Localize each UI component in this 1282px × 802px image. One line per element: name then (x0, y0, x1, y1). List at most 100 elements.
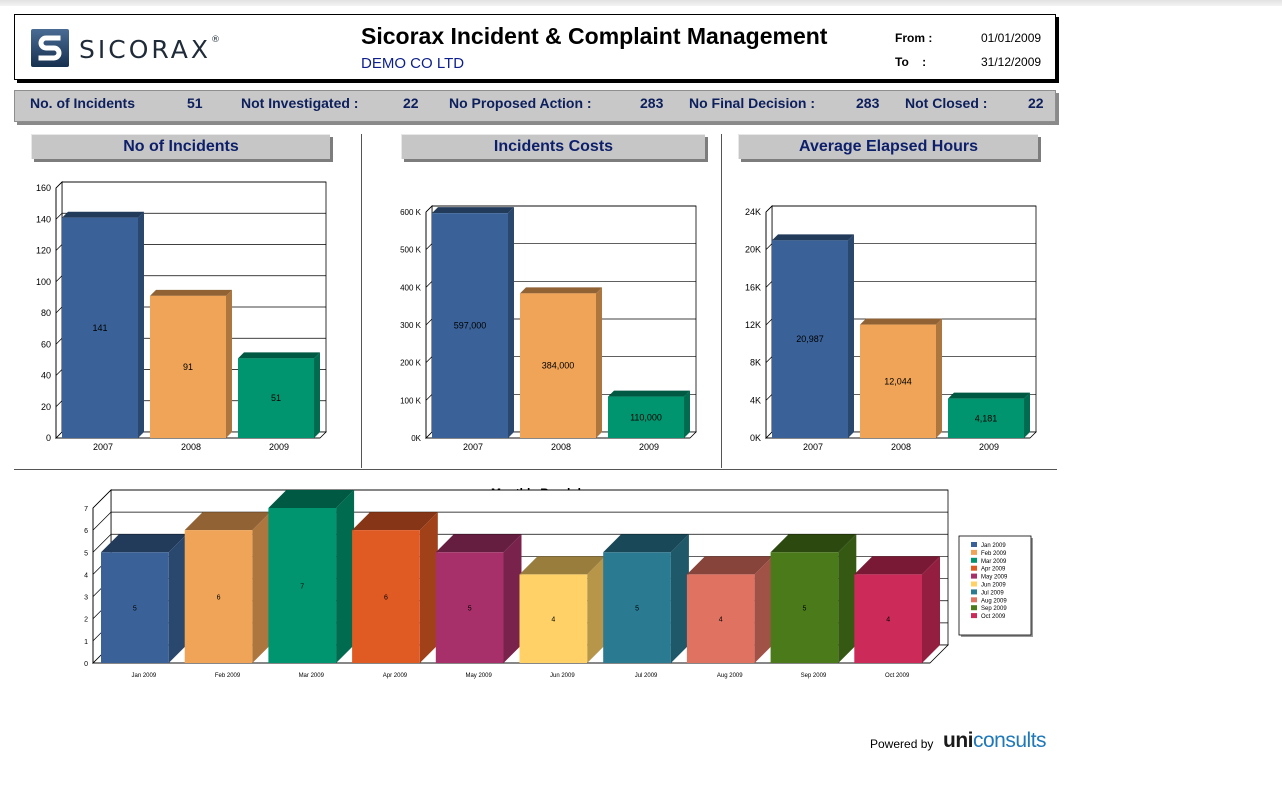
bar-2008 (150, 289, 232, 438)
legend-swatch (971, 542, 977, 547)
bar-front (435, 552, 504, 663)
legend-swatch (971, 565, 977, 571)
stat-no-final-decision-value: 283 (856, 95, 880, 111)
gridline-side (765, 205, 773, 213)
y-tick-label: 500 K (400, 246, 422, 255)
stat-incidents-value: 51 (187, 95, 203, 111)
y-tick-label: 120 (36, 246, 51, 256)
bar-2009 (608, 390, 690, 438)
legend-entry: Aug 2009 (981, 598, 1007, 604)
bar-top (860, 318, 942, 325)
bar-side (838, 534, 857, 663)
legend-entry: Oct 2009 (981, 614, 1006, 620)
stat-not-closed-label: Not Closed : (905, 95, 988, 111)
bar-top (62, 211, 144, 218)
y-tick-label: 24K (745, 207, 761, 217)
x-tick-label: 2008 (551, 442, 571, 452)
from-date: 01/01/2009 (981, 31, 1042, 45)
stat-incidents-label: No. of Incidents (30, 95, 135, 111)
y-tick-label: 4K (750, 395, 761, 405)
bar-top (948, 392, 1030, 399)
legend-swatch (971, 589, 977, 595)
stat-not-closed-value: 22 (1028, 95, 1044, 111)
gridline-side (425, 243, 433, 250)
bar-jul-2009 (603, 534, 689, 663)
bar-side (848, 234, 854, 438)
x-tick-label: 2007 (803, 442, 823, 452)
bar-feb-2009 (184, 512, 271, 663)
window-top-edge (0, 0, 1282, 6)
y-tick-label: 20 (41, 402, 51, 412)
gridline-side (55, 213, 63, 220)
x-tick-label: 2008 (181, 442, 201, 452)
bar-data-label: 91 (183, 362, 193, 372)
bar-side (508, 207, 514, 438)
x-tick-label: Jul 2009 (635, 673, 658, 679)
x-tick-label: Jun 2009 (550, 673, 575, 679)
bar-side (252, 512, 271, 663)
bar-front (101, 552, 169, 663)
bar-data-label: 4,181 (975, 413, 998, 423)
gridline-side (55, 275, 63, 282)
legend-entry: Mar 2009 (981, 559, 1007, 565)
bar-aug-2009 (686, 556, 773, 663)
y-tick-label: 300 K (400, 321, 422, 330)
x-tick-label: Oct 2009 (885, 673, 910, 679)
x-tick-label: 2007 (463, 442, 483, 452)
bar-data-label: 6 (384, 595, 388, 602)
to-date: 31/12/2009 (981, 55, 1042, 69)
stat-no-final-decision-label: No Final Decision : (689, 95, 816, 111)
bar-data-label: 5 (802, 606, 806, 613)
y-tick-label: 0 (46, 433, 51, 443)
y-tick-label: 400 K (400, 283, 422, 292)
bar-data-label: 5 (133, 606, 137, 613)
bar-front (772, 240, 848, 438)
y-tick-label: 100 K (400, 396, 422, 405)
gridline-side (765, 281, 773, 288)
x-tick-label: Mar 2009 (299, 673, 325, 679)
bar-top (150, 289, 232, 296)
x-tick-label: 2009 (639, 442, 659, 452)
x-tick-label: 2008 (891, 442, 911, 452)
bar-2007 (432, 207, 514, 438)
gridline-side (92, 534, 112, 553)
bar-front (520, 293, 596, 438)
y-tick-label: 200 K (400, 359, 422, 368)
bar-side (503, 534, 522, 663)
y-tick-label: 20K (745, 245, 761, 255)
legend-entry: Jan 2009 (981, 543, 1006, 549)
bar-oct-2009 (854, 556, 940, 663)
y-tick-label: 6 (84, 528, 88, 535)
bar-front (352, 530, 420, 663)
bar-side (138, 211, 144, 438)
panel-divider-left (361, 134, 362, 468)
x-tick-label: 2009 (269, 442, 289, 452)
bar-front (860, 324, 936, 438)
y-tick-label: 3 (84, 595, 88, 602)
bar-side (1024, 392, 1030, 438)
bar-top (603, 534, 689, 553)
bar-2008 (860, 318, 942, 438)
bar-top (520, 287, 602, 294)
x-tick-label: Apr 2009 (383, 673, 408, 679)
costs-panel-title: Incidents Costs (401, 134, 705, 159)
bar-top (268, 490, 355, 508)
bar-side (670, 534, 689, 663)
bar-front (268, 508, 337, 663)
gridline-side (765, 394, 773, 401)
sicorax-logo-icon (31, 29, 69, 67)
legend-entry: Apr 2009 (981, 567, 1006, 573)
bar-jun-2009 (519, 556, 606, 663)
bar-side (596, 287, 602, 438)
bar-2009 (948, 392, 1030, 438)
bar-top (772, 234, 854, 241)
y-tick-label: 160 (36, 183, 51, 193)
bar-side (314, 352, 320, 438)
bar-front (603, 552, 671, 663)
section-divider (14, 469, 1057, 470)
gridline-side (55, 244, 63, 251)
bar-front (854, 574, 922, 663)
summary-stats-bar: No. of Incidents 51 Not Investigated : 2… (14, 90, 1056, 122)
